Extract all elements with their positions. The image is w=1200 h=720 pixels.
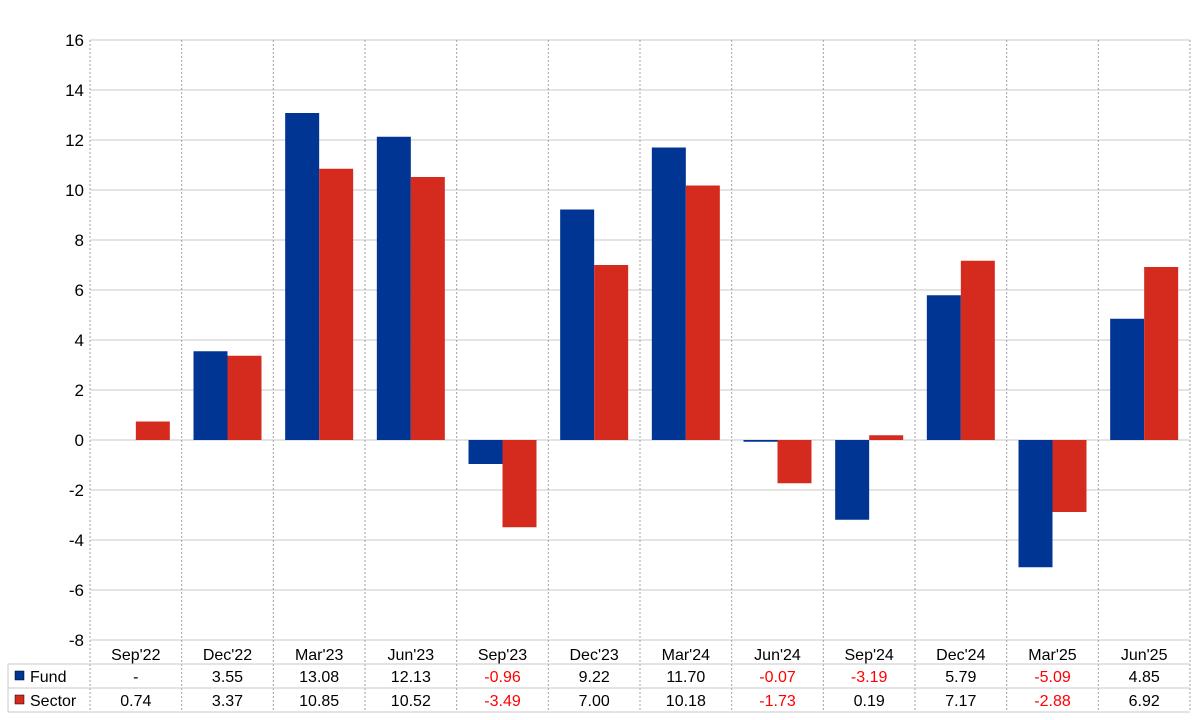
category-label: Sep'23 bbox=[478, 647, 527, 664]
legend-swatch-sector bbox=[14, 694, 25, 705]
y-tick-label: -8 bbox=[69, 631, 84, 650]
category-label: Mar'23 bbox=[295, 647, 344, 664]
bar-fund bbox=[1110, 318, 1145, 440]
data-label-sector: 10.52 bbox=[391, 693, 431, 710]
data-label-sector: 10.85 bbox=[299, 693, 339, 710]
bar-sector bbox=[869, 435, 904, 440]
y-axis: -8 -6 -4 -2 0 2 4 6 8 10 12 14 16 bbox=[65, 31, 84, 650]
data-label-fund: 12.13 bbox=[391, 669, 431, 686]
category-label: Dec'23 bbox=[570, 647, 619, 664]
data-label-fund: - bbox=[133, 669, 138, 686]
category-label: Sep'24 bbox=[845, 647, 894, 664]
data-label-fund: 13.08 bbox=[299, 669, 339, 686]
category-label: Jun'24 bbox=[754, 647, 801, 664]
y-tick-label: 16 bbox=[65, 31, 84, 50]
legend-label-fund: Fund bbox=[30, 669, 66, 686]
data-label-sector: -3.49 bbox=[484, 693, 521, 710]
bar-sector bbox=[135, 421, 170, 440]
category-label: Mar'24 bbox=[662, 647, 711, 664]
legend-swatch-fund bbox=[14, 670, 25, 681]
y-tick-label: -4 bbox=[69, 531, 84, 550]
y-tick-label: 4 bbox=[75, 331, 84, 350]
y-tick-label: 2 bbox=[75, 381, 84, 400]
bar-fund bbox=[651, 147, 686, 440]
data-label-fund: 4.85 bbox=[1129, 669, 1160, 686]
data-label-sector: -2.88 bbox=[1034, 693, 1071, 710]
y-tick-label: 14 bbox=[65, 81, 84, 100]
data-label-sector: 10.18 bbox=[666, 693, 706, 710]
data-label-fund: -5.09 bbox=[1034, 669, 1071, 686]
data-label-fund: -0.96 bbox=[484, 669, 521, 686]
bar-fund bbox=[468, 440, 503, 464]
y-tick-label: -6 bbox=[69, 581, 84, 600]
bar-sector bbox=[777, 440, 812, 484]
category-label: Jun'25 bbox=[1121, 647, 1168, 664]
y-tick-label: 0 bbox=[75, 431, 84, 450]
data-label-sector: 3.37 bbox=[212, 693, 243, 710]
data-label-fund: -3.19 bbox=[851, 669, 888, 686]
bar-sector bbox=[1144, 267, 1179, 440]
legend-label-sector: Sector bbox=[30, 693, 77, 710]
data-label-sector: 0.74 bbox=[120, 693, 151, 710]
y-tick-label: -2 bbox=[69, 481, 84, 500]
bar-sector bbox=[227, 355, 262, 440]
bar-sector bbox=[410, 177, 445, 440]
bar-fund bbox=[193, 351, 228, 440]
category-label: Jun'23 bbox=[388, 647, 435, 664]
data-label-fund: -0.07 bbox=[759, 669, 796, 686]
bar-fund bbox=[285, 113, 320, 440]
category-label: Dec'22 bbox=[203, 647, 252, 664]
y-tick-label: 10 bbox=[65, 181, 84, 200]
bar-sector bbox=[1052, 440, 1087, 512]
bar-fund bbox=[560, 209, 595, 440]
bar-fund bbox=[835, 440, 870, 520]
category-label: Mar'25 bbox=[1028, 647, 1077, 664]
data-label-fund: 5.79 bbox=[945, 669, 976, 686]
grid-lines bbox=[7, 39, 1191, 713]
data-label-sector: 7.00 bbox=[579, 693, 610, 710]
bar-fund bbox=[743, 440, 778, 442]
data-label-sector: -1.73 bbox=[759, 693, 796, 710]
bar-fund bbox=[1018, 440, 1053, 568]
data-label-fund: 3.55 bbox=[212, 669, 243, 686]
bar-fund bbox=[376, 136, 411, 440]
data-label-fund: 9.22 bbox=[579, 669, 610, 686]
category-label: Sep'22 bbox=[111, 647, 160, 664]
y-tick-label: 8 bbox=[75, 231, 84, 250]
data-table: Sep'22 Dec'22 Mar'23 Jun'23 Sep'23 Dec'23 Mar'… bbox=[14, 647, 1168, 710]
data-label-sector: 6.92 bbox=[1129, 693, 1160, 710]
bars bbox=[135, 113, 1179, 568]
bar-sector bbox=[960, 260, 995, 440]
y-tick-label: 12 bbox=[65, 131, 84, 150]
bar-sector bbox=[594, 265, 629, 440]
bar-fund bbox=[926, 295, 961, 440]
data-label-fund: 11.70 bbox=[666, 669, 705, 686]
data-label-sector: 7.17 bbox=[945, 693, 976, 710]
category-label: Dec'24 bbox=[936, 647, 985, 664]
bar-sector bbox=[502, 440, 537, 528]
data-label-sector: 0.19 bbox=[854, 693, 885, 710]
bar-sector bbox=[319, 168, 354, 440]
y-tick-label: 6 bbox=[75, 281, 84, 300]
bar-sector bbox=[685, 185, 720, 440]
